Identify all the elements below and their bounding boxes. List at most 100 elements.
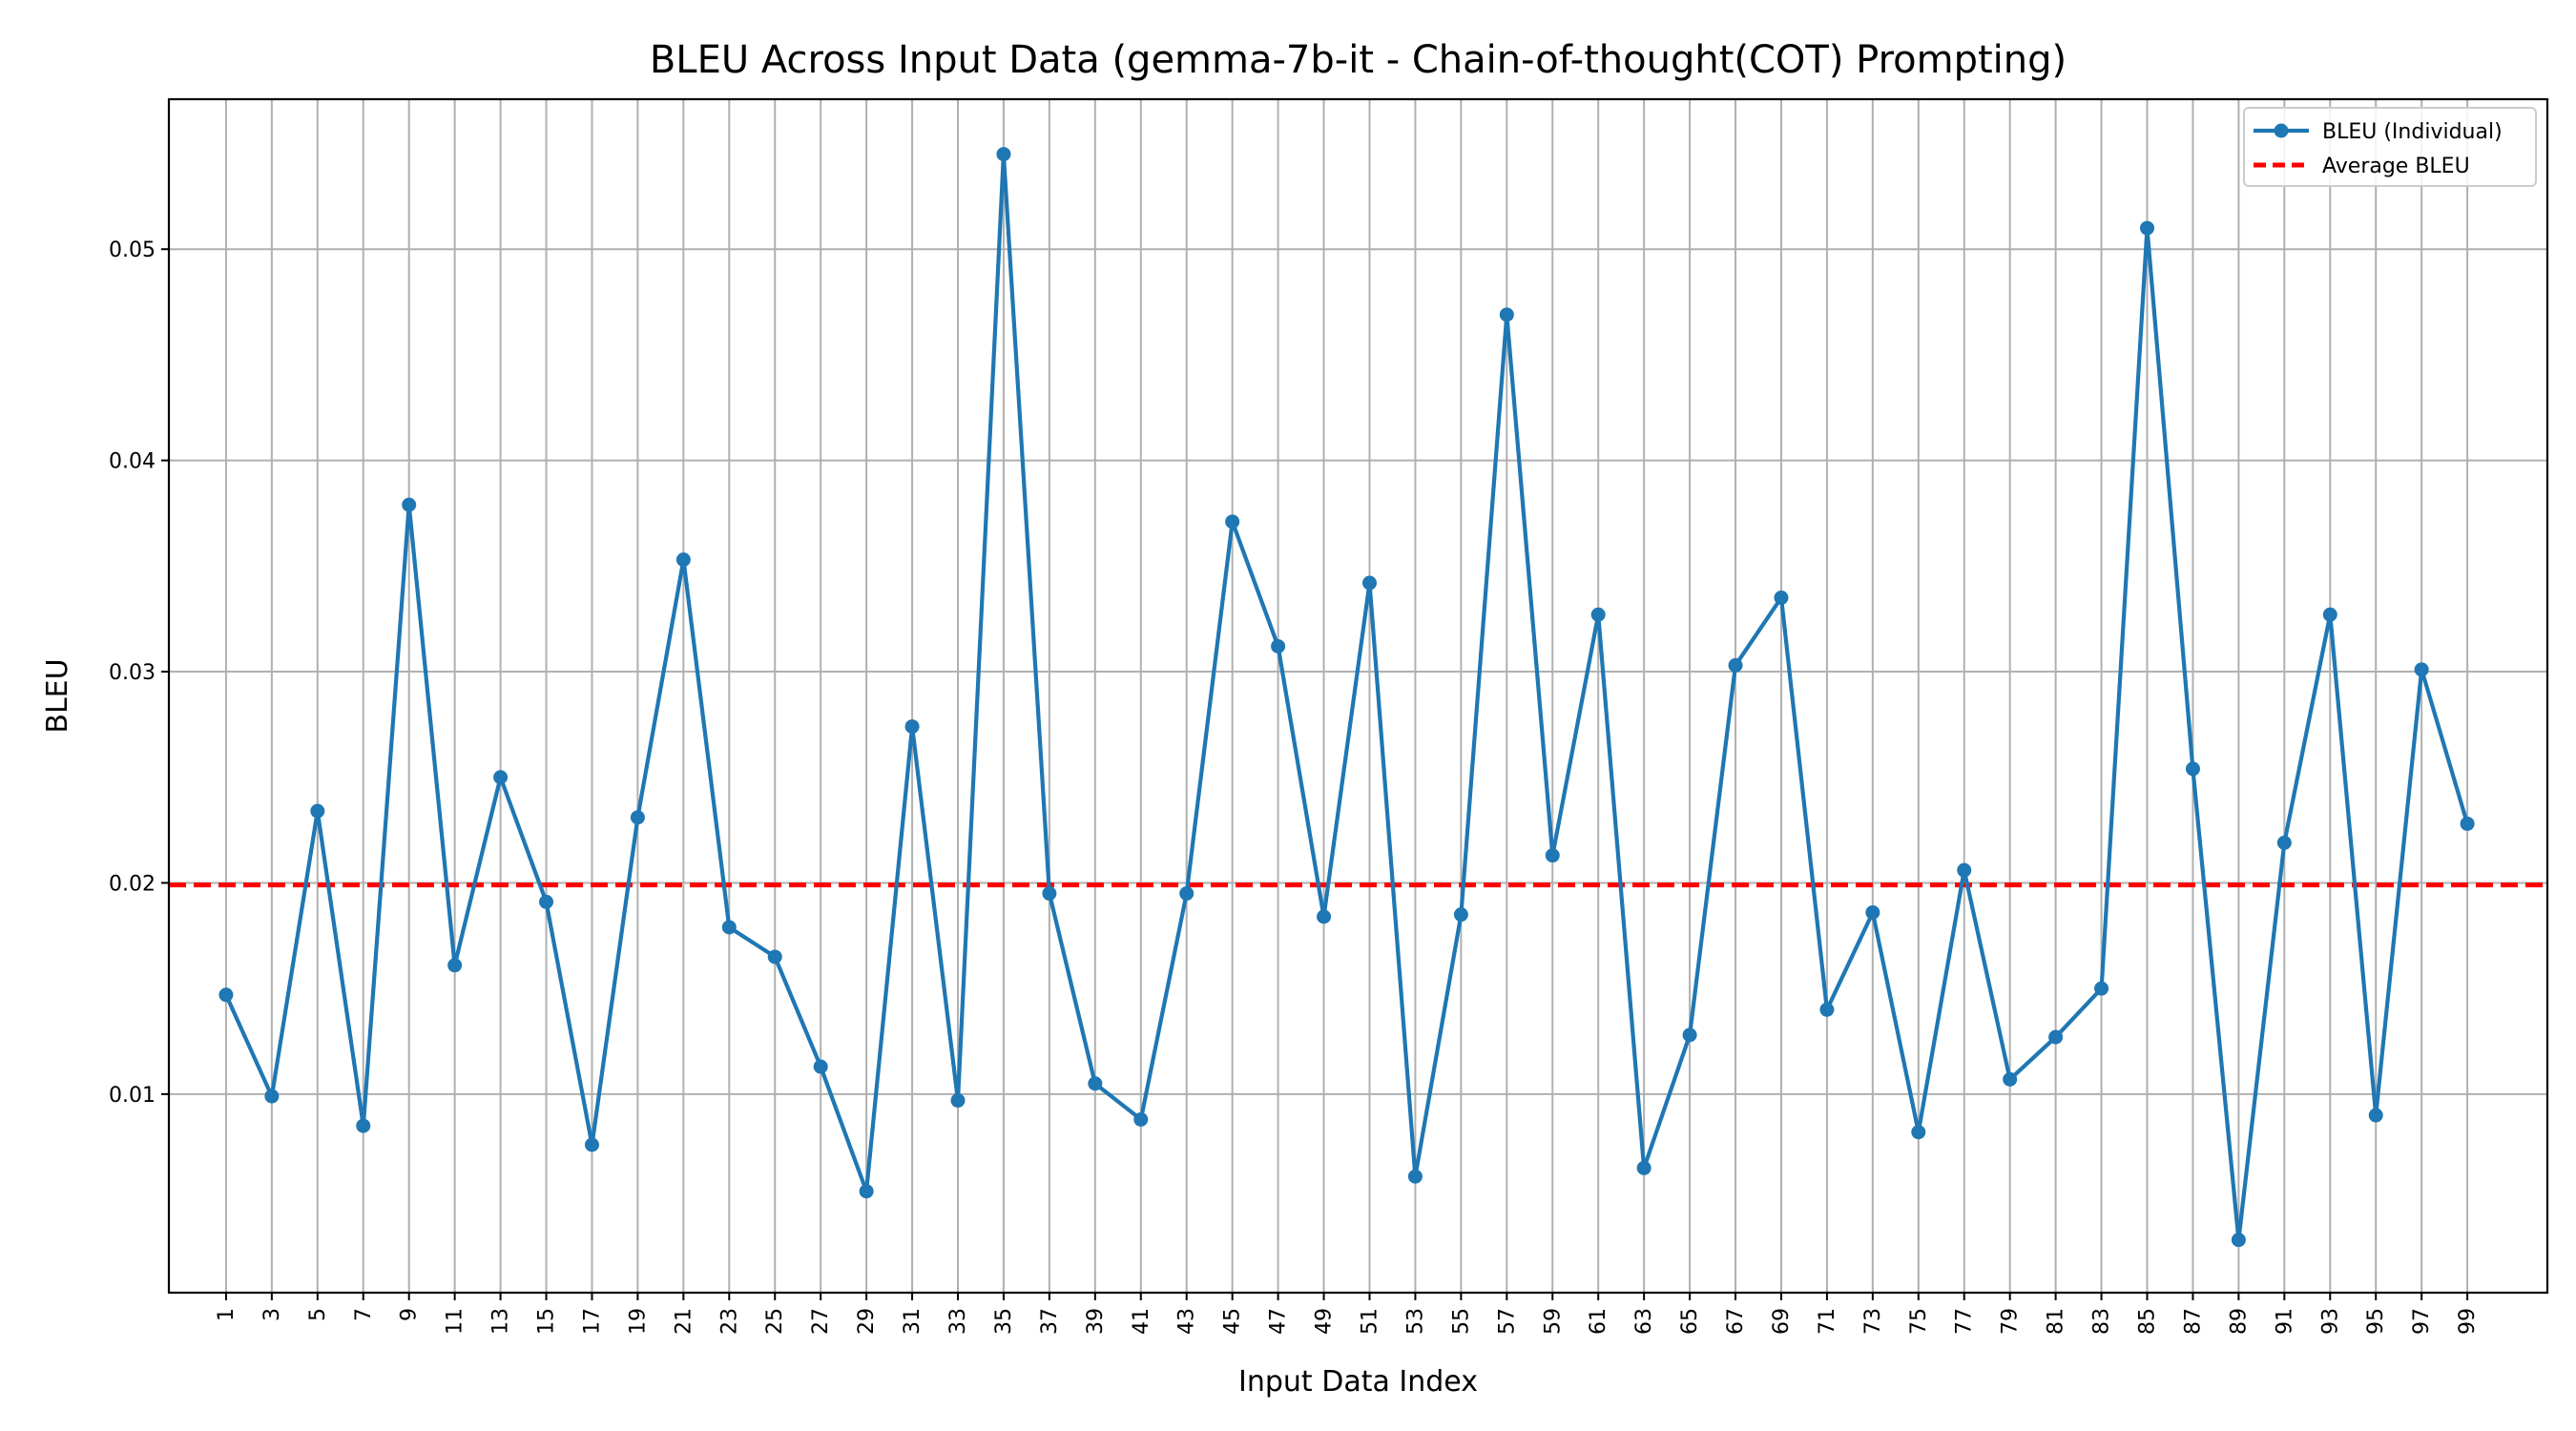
x-tick-label: 75 xyxy=(1907,1308,1931,1335)
x-tick-label: 55 xyxy=(1449,1308,1473,1335)
x-tick-label: 35 xyxy=(992,1308,1016,1335)
bleu-data-point xyxy=(1133,1111,1149,1127)
x-tick-label: 57 xyxy=(1495,1308,1519,1335)
bleu-data-point xyxy=(1361,575,1377,591)
bleu-data-point xyxy=(1590,607,1606,622)
bleu-data-point xyxy=(813,1059,828,1074)
bleu-data-point xyxy=(2048,1029,2064,1045)
x-tick-label: 49 xyxy=(1313,1308,1337,1335)
bleu-data-point xyxy=(356,1118,371,1133)
x-tick-label: 3 xyxy=(260,1308,284,1321)
x-tick-label: 5 xyxy=(306,1308,330,1321)
x-tick-label: 37 xyxy=(1038,1308,1062,1335)
bleu-data-point xyxy=(1865,904,1880,920)
bleu-data-point xyxy=(447,958,463,973)
bleu-data-point xyxy=(1499,307,1514,322)
x-tick-label: 13 xyxy=(489,1308,513,1335)
bleu-data-point xyxy=(1042,886,1057,902)
bleu-data-point xyxy=(721,920,737,935)
x-tick-label: 61 xyxy=(1587,1308,1610,1335)
x-tick-label: 79 xyxy=(1999,1308,2023,1335)
x-tick-label: 97 xyxy=(2410,1308,2434,1335)
bleu-individual-line xyxy=(223,152,2470,1242)
x-tick-label: 47 xyxy=(1267,1308,1291,1335)
x-tick-label: 99 xyxy=(2456,1308,2480,1335)
x-tick-label: 1 xyxy=(215,1308,239,1321)
x-tick-label: 91 xyxy=(2273,1308,2296,1335)
x-tick-label: 17 xyxy=(580,1308,604,1335)
y-tick-label: 0.04 xyxy=(109,450,156,474)
bleu-data-point xyxy=(1407,1169,1423,1184)
bleu-data-point xyxy=(1911,1125,1926,1140)
x-tick-label: 63 xyxy=(1632,1308,1656,1335)
bleu-data-point xyxy=(1636,1160,1652,1175)
x-tick-label: 51 xyxy=(1358,1308,1381,1335)
bleu-data-point xyxy=(1225,514,1240,529)
x-tick-label: 31 xyxy=(901,1308,924,1335)
bleu-data-point xyxy=(859,1184,874,1199)
x-tick-label: 11 xyxy=(444,1308,467,1335)
x-tick-label: 87 xyxy=(2181,1308,2205,1335)
y-tick-label: 0.03 xyxy=(109,661,156,685)
bleu-data-point xyxy=(310,803,325,819)
bleu-data-point xyxy=(1545,848,1560,863)
bleu-data-point xyxy=(2414,662,2429,677)
x-tick-label: 59 xyxy=(1541,1308,1565,1335)
x-tick-label: 85 xyxy=(2136,1308,2160,1335)
legend-marker-individual xyxy=(2274,123,2289,138)
x-tick-label: 69 xyxy=(1770,1308,1794,1335)
bleu-data-point xyxy=(1271,638,1286,653)
series-layer xyxy=(218,147,2475,1248)
x-tick-label: 29 xyxy=(855,1308,879,1335)
chart-title: BLEU Across Input Data (gemma-7b-it - Ch… xyxy=(650,38,2067,82)
y-axis-label: BLEU xyxy=(41,658,74,733)
legend-box xyxy=(2243,107,2537,187)
x-tick-label: 33 xyxy=(946,1308,970,1335)
x-tick-label: 39 xyxy=(1084,1308,1108,1335)
x-tick-label: 65 xyxy=(1678,1308,1702,1335)
bleu-data-point xyxy=(1774,591,1789,606)
x-tick-label: 95 xyxy=(2364,1308,2388,1335)
bleu-data-point xyxy=(2185,761,2200,777)
bleu-data-point xyxy=(1682,1027,1697,1043)
x-tick-label: 81 xyxy=(2045,1308,2068,1335)
bleu-data-point xyxy=(1088,1076,1103,1091)
bleu-data-point xyxy=(2322,607,2337,622)
x-tick-label: 43 xyxy=(1175,1308,1199,1335)
x-tick-label: 15 xyxy=(535,1308,559,1335)
bleu-data-point xyxy=(2003,1071,2018,1087)
x-tick-label: 53 xyxy=(1403,1308,1427,1335)
bleu-data-point xyxy=(2368,1108,2383,1123)
x-tick-label: 45 xyxy=(1221,1308,1245,1335)
x-tick-label: 9 xyxy=(398,1308,422,1321)
bleu-data-point xyxy=(950,1093,966,1109)
bleu-data-point xyxy=(402,497,417,512)
x-tick-label: 71 xyxy=(1816,1308,1839,1335)
bleu-data-point xyxy=(767,949,782,964)
x-tick-label: 73 xyxy=(1861,1308,1885,1335)
x-tick-label: 41 xyxy=(1130,1308,1153,1335)
y-tick-label: 0.01 xyxy=(109,1084,156,1108)
x-tick-label: 67 xyxy=(1724,1308,1748,1335)
bleu-data-point xyxy=(1957,862,1972,878)
x-tick-label: 21 xyxy=(672,1308,696,1335)
y-tick-label: 0.02 xyxy=(109,872,156,896)
x-tick-label: 19 xyxy=(626,1308,650,1335)
x-tick-label: 93 xyxy=(2318,1308,2342,1335)
ticks-layer: 1 3 5 7 9 11 13 15 17 19 21 23 25 27 29 31 33 35 37 39 41 43 4… xyxy=(109,238,2480,1335)
bleu-data-point xyxy=(2231,1233,2246,1248)
bleu-data-point xyxy=(675,552,691,568)
legend: BLEU (Individual) Average BLEU xyxy=(2243,107,2537,187)
bleu-data-point xyxy=(996,147,1011,162)
bleu-data-point xyxy=(1317,909,1332,924)
bleu-data-point xyxy=(539,894,554,909)
x-tick-label: 23 xyxy=(717,1308,741,1335)
legend-label-average: Average BLEU xyxy=(2322,155,2470,178)
bleu-data-point xyxy=(2276,835,2292,850)
bleu-data-point xyxy=(264,1089,280,1104)
x-tick-label: 25 xyxy=(763,1308,787,1335)
bleu-data-point xyxy=(2094,981,2109,996)
x-tick-label: 77 xyxy=(1953,1308,1977,1335)
